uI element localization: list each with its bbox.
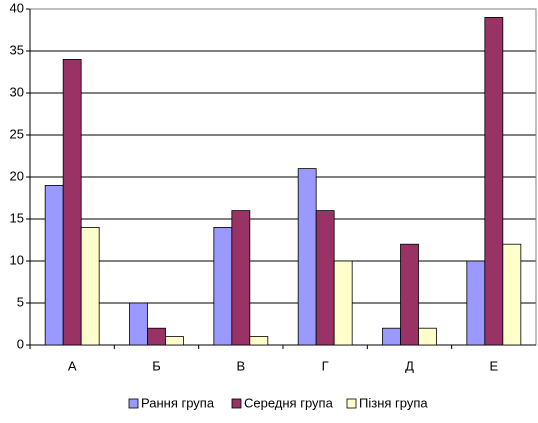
y-tick-label: 0 [17, 336, 24, 351]
bar [165, 336, 184, 346]
bar [249, 336, 269, 346]
legend-label: Середня група [244, 395, 334, 410]
bar [213, 226, 233, 346]
x-tick-label: А [68, 358, 77, 373]
x-tick-label: Д [405, 358, 414, 373]
bar [62, 59, 82, 346]
y-tick-label: 35 [10, 42, 24, 57]
y-tick-label: 20 [10, 168, 24, 183]
bar [129, 302, 148, 346]
bar [466, 260, 486, 346]
bar [297, 168, 317, 346]
x-tick-label: Г [322, 358, 329, 373]
bar [315, 210, 335, 346]
x-tick-label: Е [489, 358, 498, 373]
x-tick-label: Б [152, 358, 161, 373]
bar [382, 327, 401, 346]
x-tick-label: В [236, 358, 245, 373]
legend-swatch [346, 398, 357, 409]
legend-swatch [128, 398, 139, 409]
legend-label: Рання група [141, 395, 215, 410]
bar [231, 210, 251, 346]
bar [333, 260, 353, 346]
y-tick-label: 30 [10, 84, 24, 99]
y-tick-label: 10 [10, 252, 24, 267]
y-tick-label: 25 [10, 126, 24, 141]
bar [502, 243, 522, 346]
y-tick-label: 40 [10, 0, 24, 15]
y-tick-label: 5 [17, 294, 24, 309]
bar [80, 226, 100, 346]
legend-label: Пізня група [359, 395, 428, 410]
bar [44, 184, 64, 346]
bar [418, 327, 437, 346]
y-tick-label: 15 [10, 210, 24, 225]
bar [484, 16, 504, 346]
bar [147, 327, 166, 346]
legend-swatch [231, 398, 242, 409]
bar [400, 243, 419, 346]
